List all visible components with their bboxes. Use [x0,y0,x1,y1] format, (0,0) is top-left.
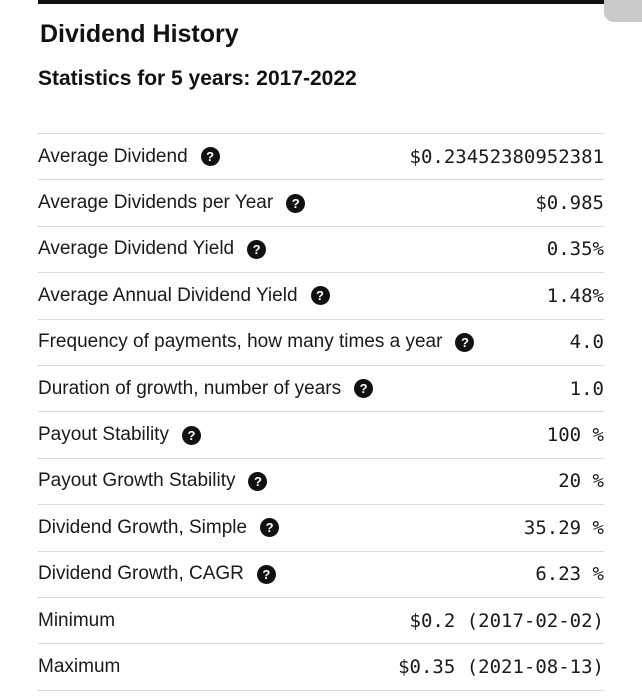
stat-value: $0.35 (2021-08-13) [398,655,604,678]
question-circle-icon[interactable]: ? [455,332,475,352]
stat-label: Dividend Growth, CAGR [38,563,244,585]
stat-row: Average Dividends per Year? $0.985 [38,180,604,227]
stat-value: 20 % [558,470,604,493]
stat-label-group: Average Dividend Yield? [38,238,267,260]
stat-value: $0.23452380952381 [409,145,604,168]
question-circle-icon[interactable]: ? [256,564,276,584]
stat-label: Frequency of payments, how many times a … [38,331,443,353]
stat-row: Minimum $0.2 (2017-02-02) [38,598,604,645]
stat-label: Average Dividend Yield [38,238,235,260]
stat-value: 4.0 [569,331,604,354]
stat-label-group: Dividend Growth, Simple? [38,516,280,539]
stat-value: 0.35% [546,238,604,261]
stat-label-group: Minimum [38,610,115,632]
stat-row: Average Dividend Yield? 0.35% [38,227,604,274]
stat-value: $0.985 [535,192,604,215]
question-circle-icon[interactable]: ? [286,193,306,213]
page-title: Dividend History [40,20,239,48]
stat-value: $0.2 (2017-02-02) [409,609,604,632]
stat-label: Duration of growth, number of years [38,377,342,399]
stat-row: Average Dividend? $0.23452380952381 [38,134,604,181]
question-circle-icon[interactable]: ? [248,471,268,491]
stat-label-group: Average Dividends per Year? [38,192,306,214]
stat-label-group: Duration of growth, number of years? [38,377,374,400]
stat-label: Payout Growth Stability [38,470,236,492]
stat-value: 35.29 % [523,516,604,539]
stat-label-group: Average Annual Dividend Yield? [38,285,330,307]
question-circle-icon[interactable]: ? [200,147,220,167]
question-circle-icon[interactable]: ? [181,425,201,445]
corner-tab[interactable] [604,0,642,22]
top-divider [38,0,604,4]
stat-label: Payout Stability [38,424,169,446]
question-circle-icon[interactable]: ? [260,518,280,538]
stat-value: 100 % [546,424,604,447]
stat-label: Average Dividend [38,145,188,167]
stat-value: 6.23 % [535,563,604,586]
stat-label: Dividend Growth, Simple [38,516,248,538]
stat-label: Average Annual Dividend Yield [38,284,298,306]
stat-row: Dividend Growth, Simple? 35.29 % [38,505,604,552]
stat-label-group: Payout Stability? [38,424,201,446]
statistics-subtitle: Statistics for 5 years: 2017-2022 [38,67,357,90]
stat-row: Payout Growth Stability? 20 % [38,459,604,506]
question-circle-icon[interactable]: ? [354,379,374,399]
stat-row: Payout Stability? 100 % [38,412,604,459]
stat-row: Average Annual Dividend Yield? 1.48% [38,273,604,320]
statistics-table: Average Dividend? $0.23452380952381 Averag… [38,133,604,691]
stat-row: Duration of growth, number of years? 1.0 [38,366,604,413]
stat-label-group: Average Dividend? [38,146,220,168]
stat-row: Maximum $0.35 (2021-08-13) [38,644,604,691]
question-circle-icon[interactable]: ? [310,286,330,306]
stat-value: 1.48% [546,284,604,307]
stat-label: Minimum [38,609,116,631]
stat-label-group: Frequency of payments, how many times a … [38,331,475,353]
stat-label-group: Payout Growth Stability? [38,470,268,492]
stat-row: Frequency of payments, how many times a … [38,320,604,366]
stat-label-group: Maximum [38,656,120,678]
stat-value: 1.0 [569,377,604,400]
stat-label: Maximum [38,655,121,677]
stat-label-group: Dividend Growth, CAGR? [38,563,276,585]
stat-row: Dividend Growth, CAGR? 6.23 % [38,552,604,598]
question-circle-icon[interactable]: ? [247,239,267,259]
stat-label: Average Dividends per Year [38,192,274,214]
